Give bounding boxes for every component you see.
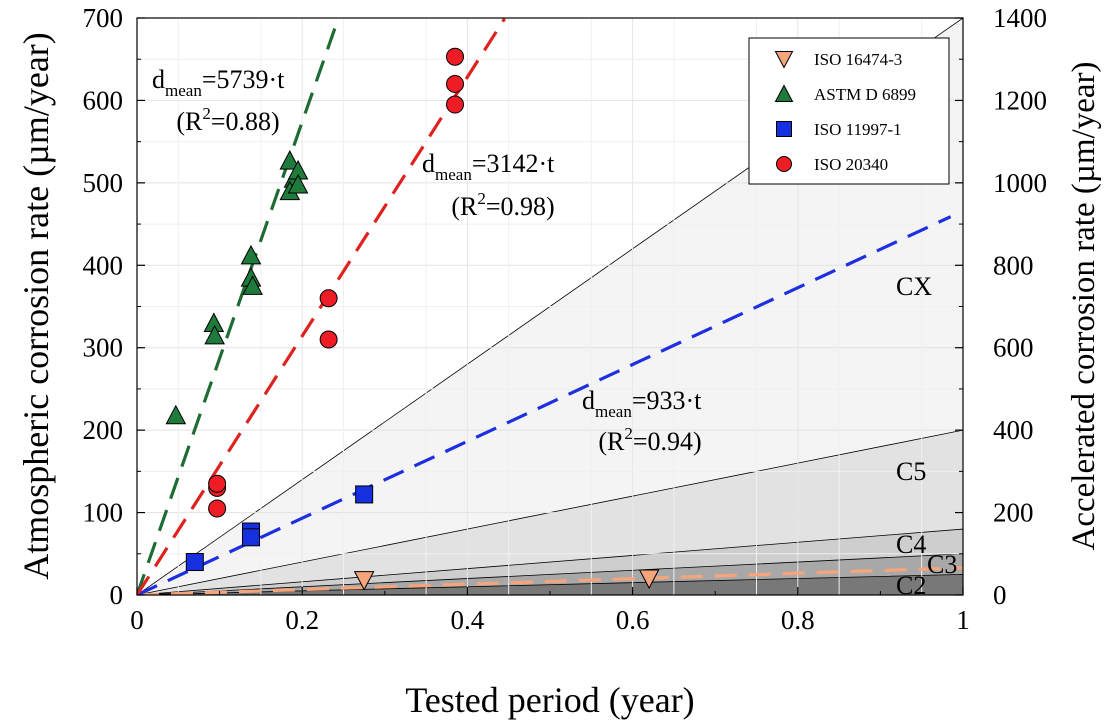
point-iso-11997-1 bbox=[185, 553, 204, 572]
legend-marker-iso-20340 bbox=[776, 156, 792, 172]
point-iso-20340 bbox=[319, 330, 338, 349]
y2-tick-label: 1000 bbox=[993, 168, 1047, 198]
data-points bbox=[165, 47, 660, 591]
point-astm-d-6899 bbox=[242, 275, 263, 295]
fit-equation-astm-d-6899: dmean=5739·t bbox=[152, 65, 285, 100]
zone-label-c4: C4 bbox=[896, 530, 926, 559]
legend-label-iso-20340: ISO 20340 bbox=[814, 155, 888, 174]
point-astm-d-6899 bbox=[165, 404, 187, 425]
fit-r2-iso-20340: (R2=0.98) bbox=[451, 189, 554, 221]
fit-r2-iso-11997-1: (R2=0.94) bbox=[598, 424, 701, 456]
grid-lines bbox=[137, 18, 963, 595]
point-iso-20340 bbox=[208, 499, 227, 518]
point-astm-d-6899 bbox=[204, 324, 225, 345]
point-astm-d-6899 bbox=[279, 150, 301, 170]
x-tick-label: 0.8 bbox=[781, 605, 815, 635]
y-tick-label: 0 bbox=[110, 580, 124, 610]
point-iso-20340 bbox=[208, 474, 227, 493]
fit-r2-astm-d-6899: (R2=0.88) bbox=[176, 104, 279, 136]
y2-tick-label: 0 bbox=[993, 580, 1007, 610]
zone-label-c2: C2 bbox=[896, 571, 926, 600]
y-tick-label: 500 bbox=[83, 168, 124, 198]
y2-tick-label: 800 bbox=[993, 250, 1034, 280]
legend-label-iso-16474-3: ISO 16474-3 bbox=[814, 50, 902, 69]
y2-tick-label: 1200 bbox=[993, 85, 1047, 115]
legend-marker-iso-11997-1 bbox=[776, 121, 792, 137]
point-iso-11997-1 bbox=[241, 528, 260, 547]
x-tick-label: 0.2 bbox=[285, 605, 319, 635]
point-iso-16474-3 bbox=[638, 569, 660, 590]
axes: 0 0.2 0.4 0.6 0.8 101002003004005006007000200… bbox=[83, 3, 1048, 635]
legend: ISO 16474-3 ASTM D 6899 ISO 11997-1 ISO 203… bbox=[748, 37, 950, 185]
x-tick-label: 0.6 bbox=[616, 605, 650, 635]
point-iso-20340 bbox=[446, 47, 465, 66]
point-iso-16474-3 bbox=[353, 571, 375, 591]
y-tick-label: 600 bbox=[83, 85, 124, 115]
point-astm-d-6899 bbox=[240, 244, 262, 265]
y-tick-label: 700 bbox=[83, 3, 124, 33]
fit-equation-iso-20340: dmean=3142·t bbox=[422, 149, 555, 184]
y2-tick-label: 1400 bbox=[993, 3, 1047, 33]
y-tick-label: 300 bbox=[83, 333, 124, 363]
y2-tick-label: 400 bbox=[993, 415, 1034, 445]
fit-line-iso-20340 bbox=[137, 18, 506, 595]
legend-marker-astm-d-6899 bbox=[774, 84, 794, 102]
y-axis-label: Atmospheric corrosion rate (µm/year) bbox=[16, 32, 56, 580]
x-axis-label: Tested period (year) bbox=[405, 680, 694, 720]
x-tick-label: 0.4 bbox=[451, 605, 485, 635]
zone-label-cx: CX bbox=[896, 272, 932, 301]
zone-label-c3: C3 bbox=[927, 550, 957, 579]
y2-tick-label: 200 bbox=[993, 498, 1034, 528]
fit-line-iso-16474-3 bbox=[137, 566, 963, 595]
y2-axis-label: Accelerated corrosion rate (µm/year) bbox=[1066, 62, 1102, 551]
point-astm-d-6899 bbox=[287, 173, 309, 194]
y2-tick-label: 600 bbox=[993, 333, 1034, 363]
legend-label-iso-11997-1: ISO 11997-1 bbox=[814, 120, 902, 139]
point-iso-20340 bbox=[446, 95, 465, 114]
x-tick-label: 0 bbox=[130, 605, 144, 635]
x-tick-label: 1 bbox=[956, 605, 970, 635]
point-iso-20340 bbox=[446, 74, 465, 93]
y-tick-label: 200 bbox=[83, 415, 124, 445]
y-tick-label: 100 bbox=[83, 498, 124, 528]
fit-annotations: dmean=5739·t (R2=0.88) dmean=933·t(R2=0.94… bbox=[152, 65, 702, 456]
legend-label-astm-d-6899: ASTM D 6899 bbox=[814, 85, 916, 104]
fit-lines bbox=[137, 18, 963, 595]
fit-line-iso-11997-1 bbox=[137, 215, 952, 595]
zone-label-c5: C5 bbox=[896, 457, 926, 486]
point-iso-11997-1 bbox=[355, 485, 374, 504]
y-tick-label: 400 bbox=[83, 250, 124, 280]
fit-equation-iso-11997-1: dmean=933·t bbox=[582, 386, 702, 421]
point-iso-20340 bbox=[319, 289, 338, 308]
legend-marker-iso-16474-3 bbox=[774, 51, 794, 69]
